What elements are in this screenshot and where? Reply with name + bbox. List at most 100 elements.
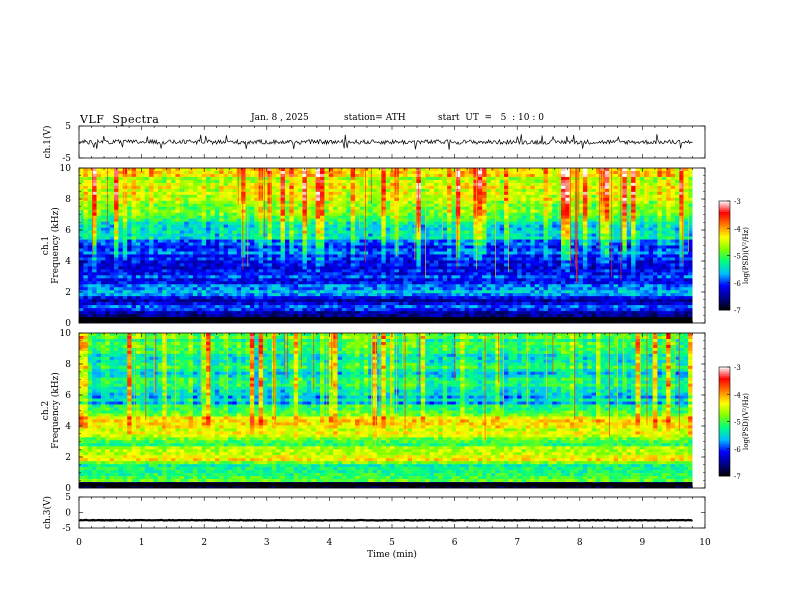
spectrogram-cell [328,239,334,243]
spectrogram-cell [232,230,238,234]
spectrogram-cell [657,212,663,216]
spectrogram-cell [355,179,360,184]
spectrogram-cell [100,197,106,202]
spectrogram-cell [127,212,132,216]
spectrogram-cell [149,239,154,243]
spectrogram-cell [482,182,487,187]
spectrogram-cell [504,218,509,222]
spectrogram-cell [521,173,527,178]
spectrogram-cell [144,221,150,225]
spectrogram-cell [320,218,325,222]
spectrogram-cell [227,200,233,205]
spectrogram-cell [236,245,242,249]
spectrogram-cell [512,251,518,255]
spectrogram-cell [688,179,693,184]
spectrogram-cell [381,263,387,267]
spectrogram-cell [429,194,435,199]
spectrogram-cell [153,266,159,270]
spectrogram-cell [420,194,426,199]
spectrogram-cell [162,224,167,228]
spectrogram-cell [486,200,492,205]
spectrogram-cell [469,236,474,240]
spectrogram-cell [412,209,417,214]
spectrogram-cell [341,230,347,234]
spectrogram-cell [302,251,308,255]
spectrogram-cell [657,251,663,255]
spectrogram-cell [504,168,509,172]
spectrogram-cell [648,188,654,193]
spectrogram-cell [495,182,500,187]
spectrogram-cell [504,254,509,258]
spectrogram-cell [390,176,395,181]
spectrogram-cell [328,209,334,214]
spectrogram-cell [674,206,680,211]
spectrogram-cell [376,245,382,249]
spectrogram-cell [534,215,540,219]
spectrogram-cell [210,260,216,264]
spectrogram-cell [504,248,509,252]
spectrogram-cell [613,233,619,237]
spectrogram-cell [530,188,536,193]
spectrogram-cell [639,233,645,237]
spectrogram-cell [543,254,549,258]
spectrogram-cell [508,266,514,270]
spectrogram-cell [385,269,391,273]
spectrogram-cell [455,182,461,187]
spectrogram-cell [398,182,404,187]
spectrogram-cell [420,233,426,237]
spectrogram-cell [359,236,365,240]
spectrogram-cell [368,230,373,234]
spectrogram-cell [241,272,246,276]
spectrogram-cell [171,191,176,196]
spectrogram-cell [105,272,110,276]
spectrogram-cell [157,215,163,219]
spectrogram-cell [486,173,492,178]
spectrogram-cell [276,185,281,190]
spectrogram-cell [626,170,632,175]
spectrogram-cell [670,200,676,205]
spectrogram-cell [236,215,242,219]
spectrogram-cell [188,227,194,231]
spectrogram-cell [87,242,93,246]
spectrogram-cell [219,272,224,276]
spectrogram-cell [341,251,347,255]
spectrogram-cell [433,257,439,261]
spectrogram-cell [188,191,194,196]
spectrogram-cell [683,185,689,190]
spectrogram-cell [403,257,408,261]
spectrogram-cell [171,242,176,246]
spectrogram-cell [83,197,89,202]
spectrogram-cell [626,209,632,214]
spectrogram-cell [359,206,365,211]
spectrogram-cell [596,191,601,196]
spectrogram-cell [144,173,150,178]
spectrogram-cell [455,227,461,231]
spectrogram-cell [631,203,636,208]
spectrogram-cell [376,200,382,205]
spectrogram-cell [289,245,295,249]
spectrogram-cell [451,197,457,202]
spectrogram-cell [517,185,522,190]
spectrogram-cell [688,168,693,172]
spectrogram-cell [433,221,439,225]
spectrogram-cell [499,266,505,270]
spectrogram-cell [429,257,435,261]
spectrogram-cell [83,242,89,246]
spectrogram-cell [547,168,553,172]
spectrogram-cell [179,263,185,267]
spectrogram-cell [289,248,295,252]
spectrogram-cell [284,212,290,216]
spectrogram-cell [368,260,373,264]
spectrogram-cell [674,269,680,273]
spectrogram-cell [530,170,536,175]
spectrogram-cell [166,224,172,228]
spectrogram-cell [543,233,549,237]
spectrogram-cell [565,185,571,190]
spectrogram-cell [263,236,268,240]
spectrogram-cell [324,215,330,219]
spectrogram-cell [302,179,308,184]
spectrogram-cell [109,170,115,175]
spectrogram-cell [127,236,132,240]
spectrogram-cell [390,263,395,267]
spectrogram-cell [653,191,658,196]
